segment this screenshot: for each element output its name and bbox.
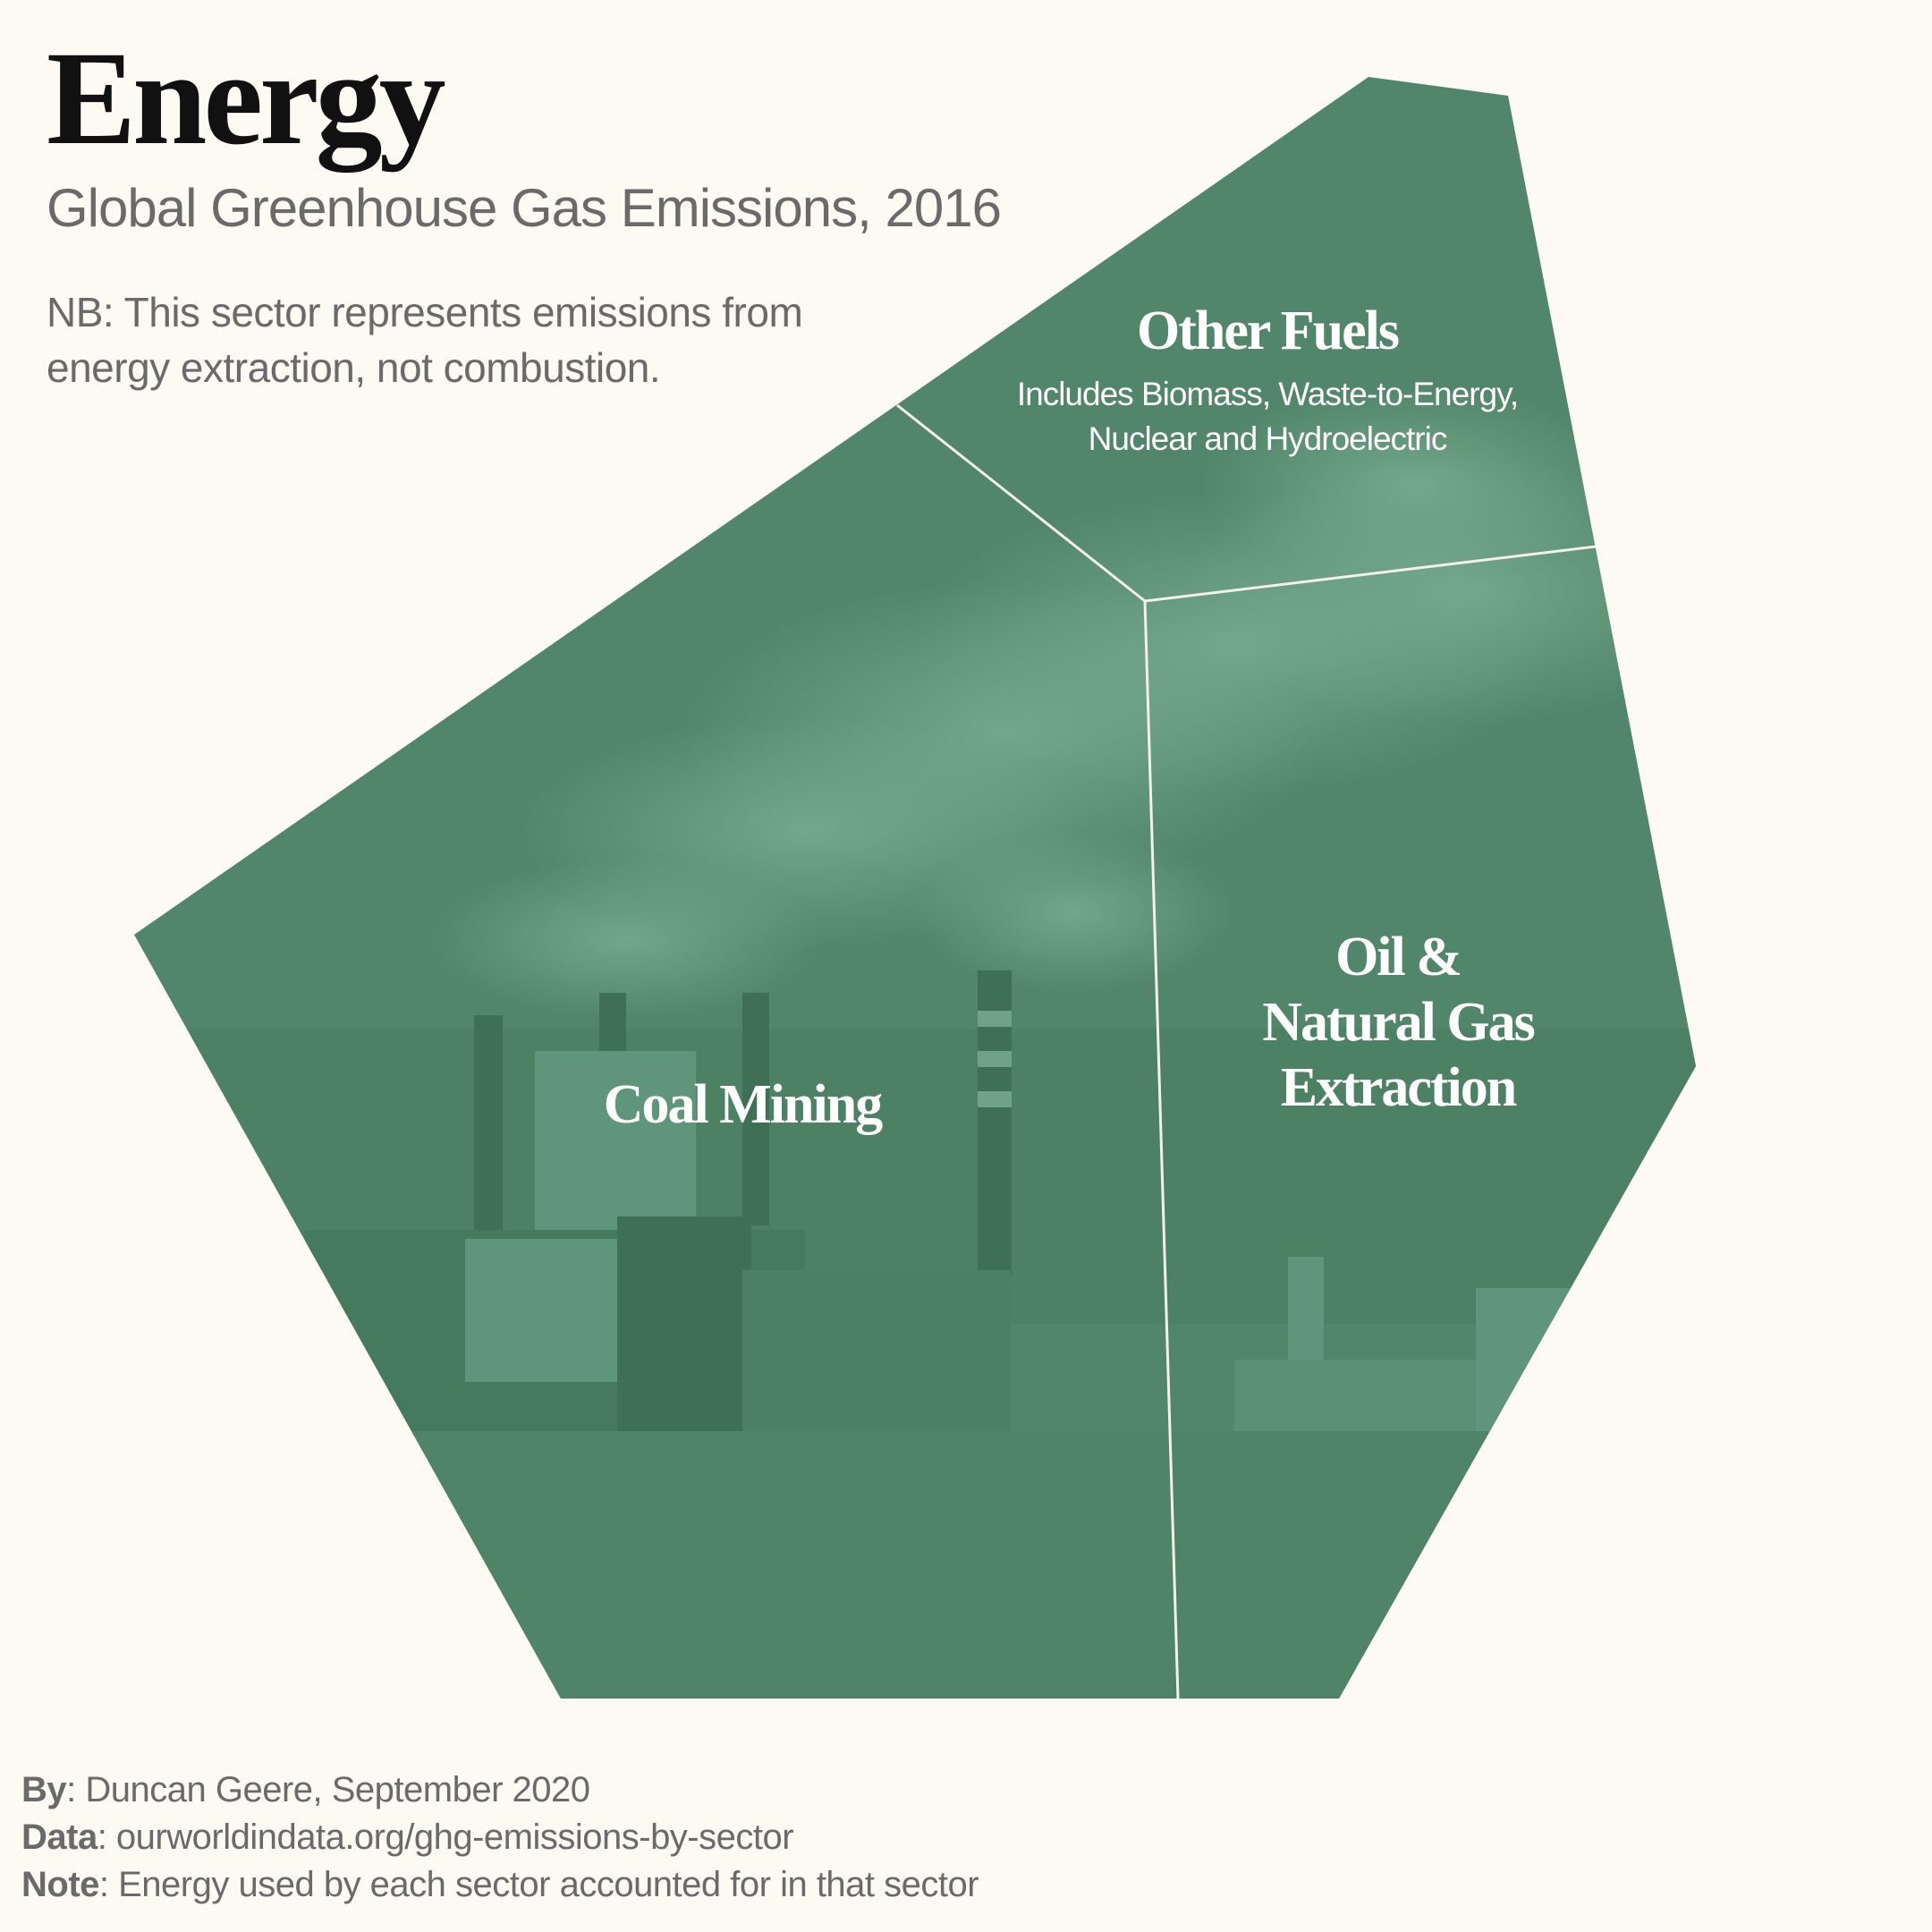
page-subtitle: Global Greenhouse Gas Emissions, 2016 bbox=[47, 178, 1002, 238]
divider-coal-other bbox=[896, 403, 1146, 603]
sector-label-oil-gas-line-3: Extraction bbox=[1281, 1057, 1517, 1118]
page-title: Energy bbox=[47, 24, 446, 173]
divider-coal-oil bbox=[1143, 600, 1180, 1699]
other-fuels-description-line-2: Nuclear and Hydroelectric bbox=[1089, 420, 1447, 457]
credit-note: Note: Energy used by each sector account… bbox=[21, 1865, 979, 1904]
sector-label-oil-gas-line-1: Oil & bbox=[1335, 927, 1461, 987]
extraction-note: NB: This sector represents emissions fro… bbox=[47, 289, 803, 392]
sector-label-oil-gas-line-2: Natural Gas bbox=[1262, 992, 1534, 1053]
other-fuels-description-line-1: Includes Biomass, Waste-to-Energy, bbox=[1017, 376, 1518, 412]
divider-other-oil bbox=[1144, 545, 1597, 603]
credit-data: Data: ourworldindata.org/ghg-emissions-b… bbox=[21, 1818, 794, 1857]
credits: By: Duncan Geere, September 2020 Data: o… bbox=[21, 1767, 979, 1909]
power-plant-illustration bbox=[134, 385, 1696, 1699]
sector-label-coal-mining: Coal Mining bbox=[604, 1074, 883, 1135]
credit-by: By: Duncan Geere, September 2020 bbox=[21, 1770, 590, 1809]
sector-label-other-fuels: Other Fuels bbox=[1137, 301, 1399, 361]
